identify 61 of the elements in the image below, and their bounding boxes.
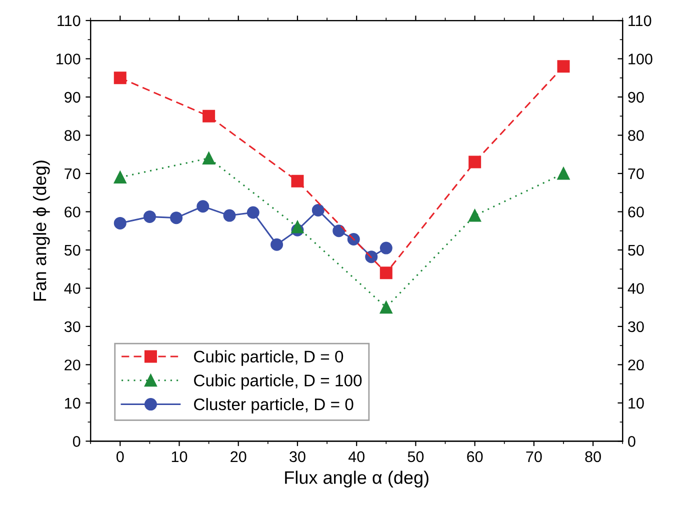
y-tick-label: 80 (64, 130, 80, 141)
point (114, 216, 126, 230)
x-tick-label: 60 (467, 451, 483, 462)
point (557, 60, 570, 73)
point (143, 210, 156, 223)
point (202, 110, 216, 122)
x-tick-label: 40 (348, 451, 364, 462)
y2-tick-label: 30 (628, 321, 644, 332)
y2-tick-label: 20 (628, 360, 644, 370)
y-tick-label: 50 (64, 244, 80, 256)
y-tick-label: 90 (64, 92, 80, 103)
y-tick-label: 100 (56, 54, 80, 64)
point (196, 200, 210, 213)
x-tick-label: 70 (526, 451, 542, 462)
point (270, 238, 284, 251)
y-tick-label: 70 (64, 168, 80, 180)
x-tick-label: 20 (230, 451, 246, 462)
legend-label: Cubic particle, D = 100 (194, 374, 362, 390)
legend-label: Cubic particle, D = 0 (194, 350, 344, 366)
y2-tick-label: 0 (628, 436, 636, 447)
x-tick-label: 10 (172, 451, 188, 462)
y2-tick-label: 40 (628, 283, 644, 294)
y-tick-label: 60 (64, 206, 80, 218)
y2-tick-label: 60 (628, 206, 644, 218)
x-axis-title: Flux angle α (deg) (285, 470, 428, 488)
point (114, 72, 126, 84)
point (332, 224, 346, 238)
y2-tick-label: 80 (628, 130, 644, 141)
y2-tick-label: 110 (628, 15, 652, 26)
x-tick-label: 50 (408, 451, 424, 462)
y-tick-label: 30 (64, 321, 80, 332)
x-tick-label: 80 (585, 451, 601, 462)
y2-tick-label: 50 (628, 244, 644, 256)
y2-tick-label: 70 (628, 168, 644, 180)
y-axis-title: Fan angle ϕ (deg) (32, 160, 50, 301)
point (468, 156, 482, 168)
y2-tick-label: 90 (628, 92, 644, 103)
point (365, 250, 378, 264)
y-tick-label: 0 (72, 436, 80, 447)
point (170, 212, 183, 224)
y2-tick-label: 10 (628, 398, 644, 409)
point (114, 171, 126, 184)
point (380, 266, 392, 280)
y-tick-label: 110 (58, 15, 80, 26)
point (380, 242, 392, 254)
y-tick-label: 10 (65, 398, 80, 409)
point (202, 152, 216, 164)
point (291, 174, 304, 188)
point (291, 220, 304, 234)
point (246, 206, 260, 219)
point (223, 209, 236, 222)
point (557, 167, 570, 180)
x-tick-label: 0 (116, 451, 124, 462)
point (312, 204, 324, 216)
point (468, 209, 482, 222)
y-tick-label: 40 (64, 283, 80, 294)
y-tick-label: 20 (64, 360, 80, 370)
y2-tick-label: 100 (628, 54, 652, 64)
legend-label: Cluster particle, D = 0 (194, 398, 354, 414)
point (380, 301, 392, 314)
x-tick-label: 30 (290, 451, 306, 462)
